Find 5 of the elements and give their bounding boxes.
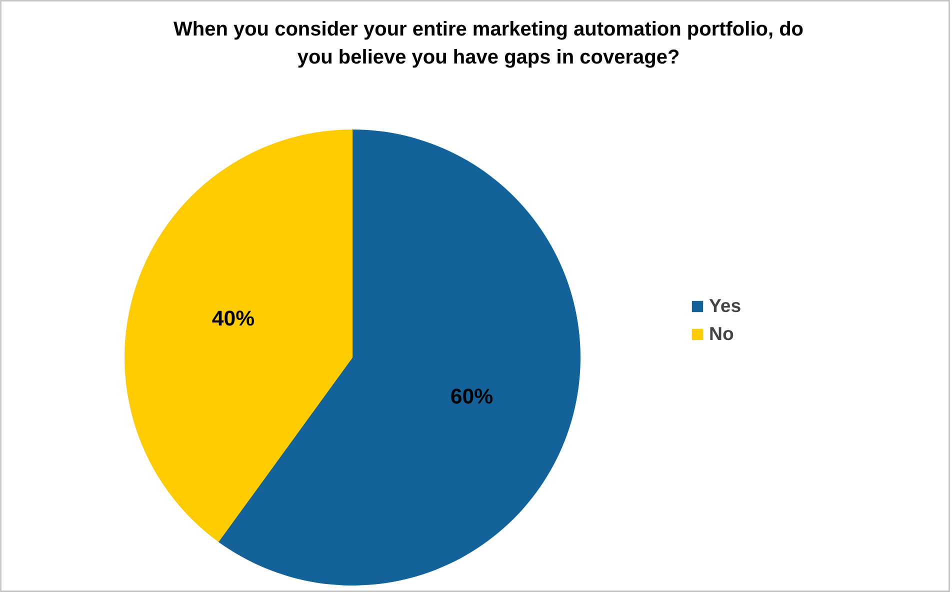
data-label: 60% — [450, 384, 494, 408]
legend-label: No — [709, 323, 734, 345]
data-label: 40% — [212, 306, 255, 331]
chart-title: When you consider your entire marketing automation portfolio, do you believe you have gaps in coverage? — [173, 18, 804, 68]
legend-label: Yes — [709, 295, 742, 317]
